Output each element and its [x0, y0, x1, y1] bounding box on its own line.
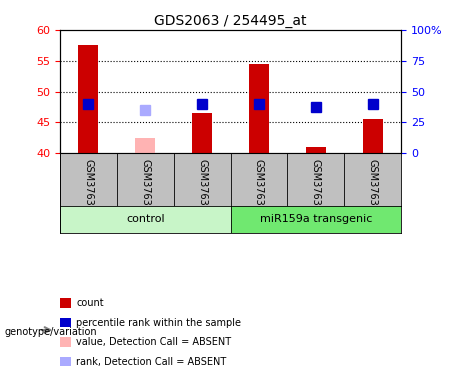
Text: value, Detection Call = ABSENT: value, Detection Call = ABSENT	[76, 337, 231, 347]
Text: GSM37636: GSM37636	[197, 159, 207, 212]
Bar	[192, 113, 212, 153]
Text: count: count	[76, 298, 104, 308]
Text: rank, Detection Call = ABSENT: rank, Detection Call = ABSENT	[76, 357, 226, 366]
Bar	[78, 45, 98, 153]
Text: GSM37635: GSM37635	[140, 159, 150, 212]
Title: GDS2063 / 254495_at: GDS2063 / 254495_at	[154, 13, 307, 28]
Bar	[135, 138, 155, 153]
Text: GSM37634: GSM37634	[254, 159, 264, 212]
Bar	[230, 206, 401, 232]
Text: genotype/variation: genotype/variation	[5, 327, 97, 337]
Bar	[306, 147, 326, 153]
Text: control: control	[126, 214, 165, 224]
Text: GSM37638: GSM37638	[367, 159, 378, 212]
Bar	[249, 64, 269, 153]
Text: GSM37633: GSM37633	[83, 159, 94, 212]
Bar	[363, 119, 383, 153]
Text: miR159a transgenic: miR159a transgenic	[260, 214, 372, 224]
Bar	[60, 206, 230, 232]
Text: GSM37637: GSM37637	[311, 159, 321, 212]
Text: percentile rank within the sample: percentile rank within the sample	[76, 318, 241, 327]
